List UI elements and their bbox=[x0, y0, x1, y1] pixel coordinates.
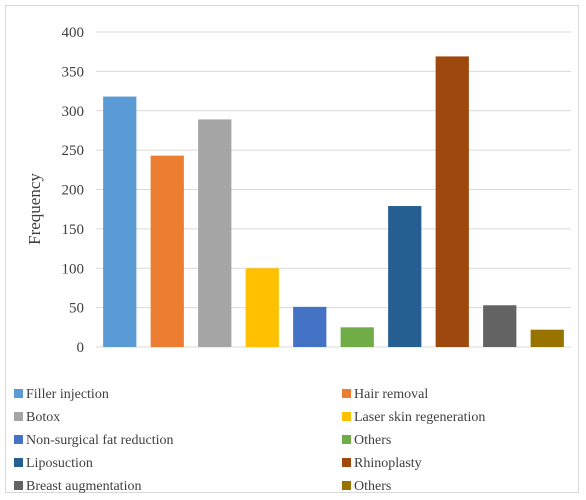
legend-item: Rhinoplasty bbox=[342, 456, 422, 471]
bar-7 bbox=[435, 56, 469, 347]
legend-item: Breast augmentation bbox=[14, 479, 141, 494]
legend-swatch bbox=[342, 389, 351, 398]
bar-8 bbox=[483, 305, 517, 347]
legend-item: Non-surgical fat reduction bbox=[14, 433, 173, 448]
legend-item: Others bbox=[342, 479, 391, 494]
bar-5 bbox=[340, 327, 374, 347]
legend-item: Botox bbox=[14, 410, 60, 425]
bar-0 bbox=[103, 96, 137, 347]
legend-item: Hair removal bbox=[342, 387, 428, 402]
y-tick-label: 150 bbox=[62, 222, 85, 238]
y-axis-label: Frequency bbox=[25, 173, 44, 245]
legend-label: Botox bbox=[26, 410, 60, 425]
legend-label: Hair removal bbox=[354, 387, 428, 402]
legend-item: Others bbox=[342, 433, 391, 448]
y-tick-label: 250 bbox=[62, 143, 85, 159]
legend-label: Filler injection bbox=[26, 387, 109, 402]
legend-swatch bbox=[14, 412, 23, 421]
bar-9 bbox=[530, 329, 564, 347]
legend-item: Filler injection bbox=[14, 387, 109, 402]
legend-swatch bbox=[342, 412, 351, 421]
legend-label: Others bbox=[354, 433, 391, 448]
legend-label: Non-surgical fat reduction bbox=[26, 433, 173, 448]
y-tick-label: 0 bbox=[77, 340, 85, 356]
bar-4 bbox=[293, 306, 327, 347]
bar-2 bbox=[198, 119, 232, 347]
legend-label: Others bbox=[354, 479, 391, 494]
legend-label: Liposuction bbox=[26, 456, 93, 471]
legend-swatch bbox=[14, 458, 23, 467]
y-tick-label: 100 bbox=[62, 261, 85, 277]
legend-swatch bbox=[342, 481, 351, 490]
legend-swatch bbox=[14, 481, 23, 490]
legend-swatch bbox=[14, 389, 23, 398]
legend-item: Liposuction bbox=[14, 456, 93, 471]
y-tick-label: 200 bbox=[62, 183, 85, 199]
y-tick-label: 350 bbox=[62, 64, 85, 80]
legend-swatch bbox=[342, 458, 351, 467]
legend-item: Laser skin regeneration bbox=[342, 410, 485, 425]
legend-swatch bbox=[342, 435, 351, 444]
legend-label: Rhinoplasty bbox=[354, 456, 422, 471]
y-tick-label: 300 bbox=[62, 104, 85, 120]
legend-label: Laser skin regeneration bbox=[354, 410, 485, 425]
y-tick-label: 400 bbox=[62, 25, 85, 41]
legend-label: Breast augmentation bbox=[26, 479, 141, 494]
legend-swatch bbox=[14, 435, 23, 444]
y-tick-label: 50 bbox=[69, 301, 84, 317]
bar-chart: 0 50 100 150 200 250 300 350 400 Frequency Fille… bbox=[14, 25, 571, 494]
chart-frame: 0 50 100 150 200 250 300 350 400 Frequency Fille… bbox=[5, 5, 579, 494]
bar-6 bbox=[388, 206, 422, 347]
bar-1 bbox=[150, 155, 184, 347]
bar-3 bbox=[245, 268, 279, 347]
